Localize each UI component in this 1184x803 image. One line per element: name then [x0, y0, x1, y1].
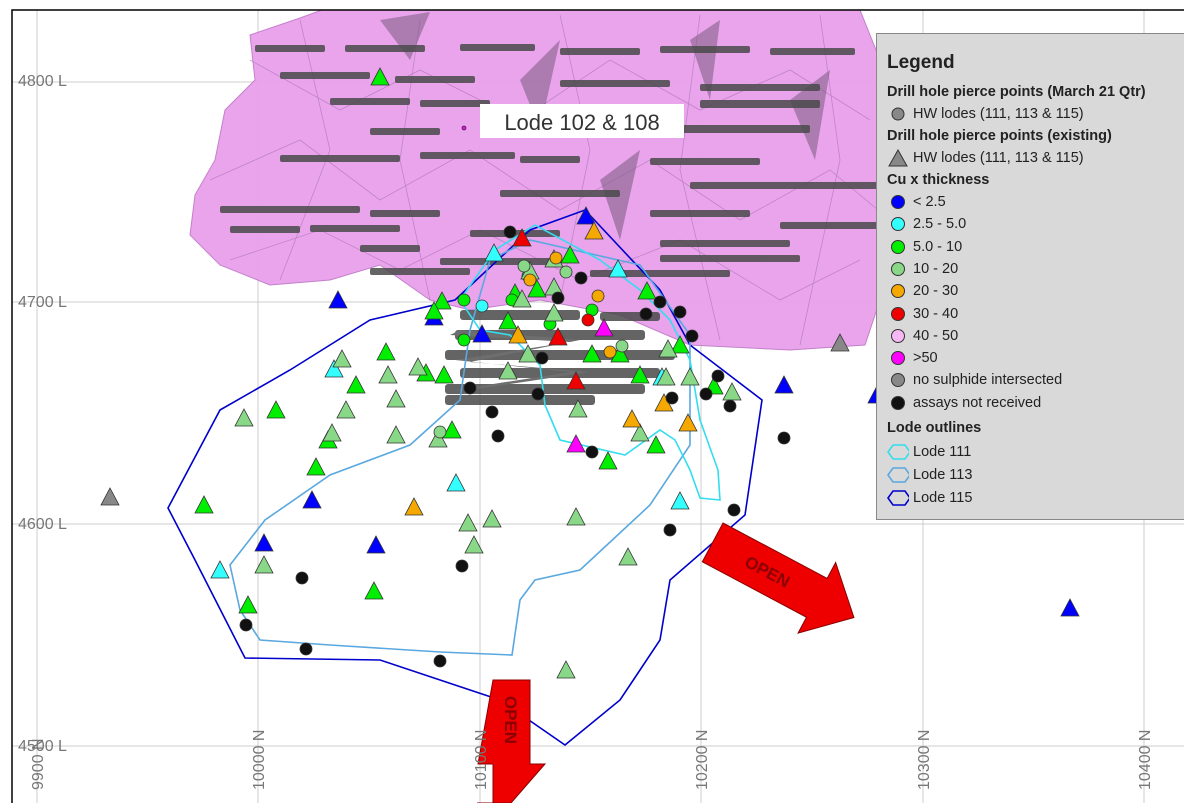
lode-115-outline: [167, 209, 763, 747]
legend-section-lode-outlines: Lode outlines: [887, 420, 982, 436]
open-arrow-south: OPEN: [477, 679, 547, 803]
color-dot-icon: [887, 281, 909, 301]
northing-label-10400: 10400 N: [1137, 730, 1154, 791]
northing-label-10000: 10000 N: [251, 730, 268, 791]
color-dot-icon: [887, 326, 909, 346]
grey-circle-icon: [887, 104, 909, 124]
legend-item-cu: 40 - 50: [887, 326, 958, 346]
color-dot-icon: [887, 214, 909, 234]
legend-item-cu: >50: [887, 348, 938, 368]
legend-item-cu: < 2.5: [887, 192, 946, 212]
legend-item-cu: assays not received: [887, 393, 1041, 413]
hexagon-outline-icon: [887, 465, 909, 485]
color-dot-icon: [887, 348, 909, 368]
legend-item-new-hw: HW lodes (111, 113 & 115): [887, 104, 1084, 124]
level-label-4800: 4800 L: [18, 73, 67, 90]
northing-label-10300: 10300 N: [916, 730, 933, 791]
legend-item-lode-outline: Lode 115: [887, 488, 972, 508]
legend-section-new-holes: Drill hole pierce points (March 21 Qtr): [887, 84, 1146, 100]
lode-113-outline: [229, 239, 691, 656]
legend-item-existing-hw: HW lodes (111, 113 & 115): [887, 148, 1084, 168]
color-dot-icon: [887, 304, 909, 324]
open-arrow-east: OPEN: [701, 522, 855, 634]
color-dot-icon: [887, 237, 909, 257]
hexagon-outline-icon: [887, 488, 909, 508]
northing-label-10200: 10200 N: [694, 730, 711, 791]
legend-section-cu-thickness: Cu x thickness: [887, 172, 990, 188]
level-label-4600: 4600 L: [18, 516, 67, 533]
color-dot-icon: [887, 192, 909, 212]
svg-text:Lode 102 & 108: Lode 102 & 108: [504, 110, 659, 135]
map-frame: [11, 9, 1184, 803]
color-dot-icon: [887, 370, 909, 390]
northing-label-10100: 10100 N: [473, 730, 490, 791]
color-dot-icon: [887, 259, 909, 279]
northing-axis-labels: 9900 N 10000 N 10100 N 10200 N 10300 N 1…: [30, 730, 1154, 791]
level-axis-labels: 4800 L 4700 L 4600 L 4500 L: [18, 73, 67, 755]
level-label-4500: 4500 L: [18, 738, 67, 755]
legend-section-existing-holes: Drill hole pierce points (existing): [887, 128, 1112, 144]
lode-102-108-label: Lode 102 & 108: [480, 104, 684, 138]
legend-panel: Legend Drill hole pierce points (March 2…: [876, 33, 1184, 520]
grey-triangle-icon: [887, 148, 909, 168]
legend-item-lode-outline: Lode 113: [887, 465, 972, 485]
legend-item-cu: 10 - 20: [887, 259, 958, 279]
svg-text:OPEN: OPEN: [501, 696, 520, 744]
legend-item-cu: 2.5 - 5.0: [887, 214, 966, 234]
legend-item-lode-outline: Lode 111: [887, 442, 971, 462]
color-dot-icon: [887, 393, 909, 413]
legend-title: Legend: [887, 52, 955, 73]
level-label-4700: 4700 L: [18, 294, 67, 311]
northing-label-9900: 9900 N: [30, 738, 47, 790]
hexagon-outline-icon: [887, 442, 909, 462]
legend-item-cu: 20 - 30: [887, 281, 958, 301]
legend-item-cu: 5.0 - 10: [887, 237, 962, 257]
legend-item-cu: no sulphide intersected: [887, 370, 1062, 390]
legend-item-cu: 30 - 40: [887, 304, 958, 324]
